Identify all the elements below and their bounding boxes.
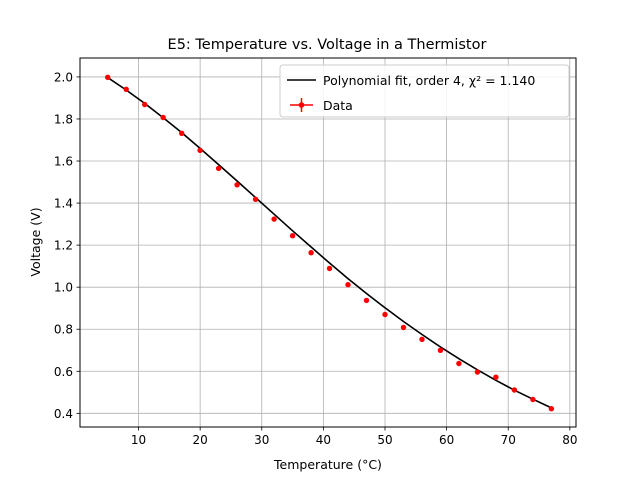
data-point: [160, 114, 166, 121]
legend-box: [279, 64, 570, 118]
y-tick-label: 1.2: [54, 239, 73, 253]
legend: Polynomial fit, order 4, χ² = 1.140 Data: [279, 64, 570, 118]
data-point: [123, 86, 129, 93]
x-tick-label: 50: [377, 433, 392, 447]
data-point: [289, 233, 296, 239]
legend-fit-label: Polynomial fit, order 4, χ² = 1.140: [323, 73, 535, 88]
data-point: [252, 196, 259, 202]
y-tick-label: 0.4: [54, 407, 73, 421]
chart-title: E5: Temperature vs. Voltage in a Thermis…: [168, 37, 487, 53]
data-point: [234, 182, 240, 188]
y-tick-label: 0.6: [54, 365, 73, 379]
plot-frame: [79, 57, 577, 428]
data-point: [197, 147, 203, 153]
data-point: [474, 369, 481, 375]
x-tick-label: 30: [254, 433, 269, 447]
x-tick-label: 70: [501, 433, 516, 447]
x-axis: 10 20 30 40 50 60 70 80: [131, 427, 577, 447]
data-point: [363, 297, 370, 304]
y-axis-label: Voltage (V): [28, 207, 43, 276]
data-point: [271, 216, 277, 222]
x-tick-label: 80: [562, 433, 577, 447]
data-point: [493, 374, 499, 380]
data-point: [382, 311, 388, 318]
data-point: [548, 406, 555, 412]
x-tick-label: 40: [316, 433, 331, 447]
legend-data-swatch: [290, 98, 313, 112]
data-series: [105, 74, 555, 412]
data-point: [511, 387, 518, 393]
data-point: [419, 336, 425, 342]
x-tick-label: 20: [193, 433, 208, 447]
data-point: [105, 74, 111, 81]
legend-data-label: Data: [323, 98, 353, 113]
data-point: [437, 347, 444, 353]
data-point: [345, 282, 351, 288]
data-point: [215, 165, 222, 172]
grid: [80, 58, 576, 427]
y-tick-label: 2.0: [54, 70, 73, 84]
data-point: [326, 265, 333, 272]
data-point: [308, 250, 314, 256]
y-tick-label: 1.8: [54, 112, 73, 126]
x-tick-label: 10: [131, 433, 146, 447]
data-point: [142, 101, 148, 108]
y-axis: 0.4 0.6 0.8 1.0 1.2 1.4 1.6 1.8 2.0: [54, 70, 80, 421]
data-point: [179, 130, 185, 136]
y-tick-label: 0.8: [54, 323, 73, 337]
x-axis-label: Temperature (°C): [273, 457, 382, 472]
y-tick-label: 1.4: [54, 197, 73, 211]
data-point: [530, 396, 536, 403]
data-point: [400, 324, 407, 331]
y-tick-label: 1.0: [54, 281, 73, 295]
data-point: [456, 360, 462, 367]
y-tick-label: 1.6: [54, 155, 73, 169]
x-tick-label: 60: [439, 433, 454, 447]
